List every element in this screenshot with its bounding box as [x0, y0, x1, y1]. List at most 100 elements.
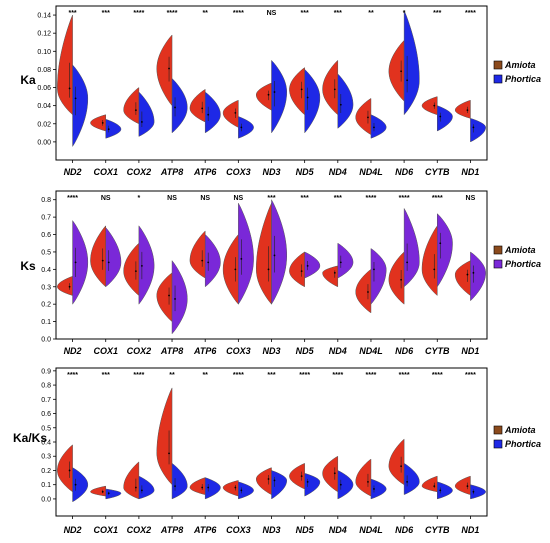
violin-phortica-nd5	[304, 69, 321, 134]
y-tick-label: 0.4	[41, 267, 51, 274]
violin-amiota-nd4l	[355, 268, 372, 314]
violin-phortica-nd4	[337, 470, 354, 500]
median-dot	[74, 261, 77, 264]
y-tick-label: 0.00	[37, 139, 51, 146]
median-dot	[466, 273, 469, 276]
violin-amiota-nd3	[255, 203, 272, 305]
median-dot	[134, 486, 137, 489]
violin-phortica-nd3	[271, 470, 288, 500]
legend-swatch-phortica	[493, 439, 503, 449]
panel-1: 0.000.020.040.060.080.100.120.14KaND2***…	[20, 5, 541, 177]
violin-phortica-nd1	[469, 484, 486, 500]
median-dot	[406, 261, 409, 264]
significance-label: ****	[399, 195, 410, 202]
violin-amiota-cox3	[222, 234, 239, 305]
significance-label: ***	[301, 195, 309, 202]
violin-amiota-nd4	[322, 265, 339, 287]
violin-amiota-cox2	[123, 242, 140, 296]
significance-label: ****	[133, 372, 144, 379]
significance-label: NS	[200, 195, 210, 202]
median-dot	[140, 264, 143, 267]
significance-label: ****	[399, 372, 410, 379]
violin-phortica-cytb	[437, 105, 453, 132]
median-dot	[400, 70, 403, 73]
median-dot	[101, 121, 104, 124]
x-tick-label: ND6	[395, 167, 414, 177]
violin-amiota-nd6	[388, 40, 405, 102]
legend-swatch-phortica	[493, 74, 503, 84]
violin-amiota-atp8	[156, 272, 173, 322]
significance-label: ***	[267, 372, 275, 379]
y-tick-label: 0.3	[41, 284, 51, 291]
violin-phortica-nd1	[469, 117, 486, 143]
violin-phortica-cox1	[105, 226, 122, 287]
significance-label: *	[403, 10, 406, 17]
violin-phortica-cytb	[437, 481, 453, 500]
violin-amiota-atp8	[156, 34, 173, 106]
median-dot	[367, 116, 369, 119]
violin-phortica-cox1	[105, 488, 122, 500]
median-dot	[300, 475, 303, 478]
x-tick-label: ATP6	[193, 346, 217, 356]
median-dot	[234, 268, 237, 271]
median-dot	[74, 97, 77, 100]
y-tick-label: 0.06	[37, 85, 51, 92]
x-tick-label: COX3	[226, 525, 251, 535]
y-tick-label: 0.0	[41, 337, 51, 344]
y-tick-label: 0.8	[41, 383, 51, 390]
y-tick-label: 0.2	[41, 468, 51, 475]
x-tick-label: COX2	[127, 346, 152, 356]
x-tick-label: ND5	[296, 346, 315, 356]
violin-amiota-nd4l	[355, 458, 372, 497]
y-tick-label: 0.08	[37, 67, 51, 74]
median-dot	[406, 79, 409, 82]
x-tick-label: ND2	[64, 346, 82, 356]
x-tick-label: ND4	[329, 167, 347, 177]
violin-phortica-nd2	[72, 220, 89, 305]
significance-label: ****	[67, 195, 78, 202]
violin-amiota-nd6	[388, 251, 405, 305]
x-tick-label: ND4L	[359, 167, 383, 177]
violin-amiota-nd4	[322, 60, 339, 115]
violin-amiota-nd1	[454, 99, 471, 119]
median-dot	[472, 126, 475, 129]
y-tick-label: 0.2	[41, 302, 51, 309]
violin-amiota-cytb	[421, 95, 438, 116]
violin-amiota-nd4	[322, 456, 339, 493]
legend: Amiota Phortica	[493, 60, 541, 84]
violin-phortica-nd6	[403, 208, 420, 288]
x-tick-label: ND3	[262, 346, 280, 356]
x-tick-label: CYTB	[425, 167, 450, 177]
legend: Amiota Phortica	[493, 425, 541, 449]
median-dot	[472, 271, 475, 274]
violin-phortica-nd1	[470, 251, 486, 302]
legend-swatch-amiota	[493, 60, 503, 70]
median-dot	[234, 486, 237, 489]
significance-label: ****	[167, 10, 178, 17]
x-tick-label: ND1	[461, 525, 479, 535]
legend-label-phortica: Phortica	[505, 74, 541, 84]
legend-label-amiota: Amiota	[504, 60, 536, 70]
significance-label: ****	[432, 195, 443, 202]
median-dot	[306, 480, 309, 483]
y-tick-label: 0.14	[37, 13, 51, 20]
significance-label: ***	[301, 10, 309, 17]
significance-label: ***	[334, 10, 342, 17]
median-dot	[174, 298, 176, 300]
significance-label: *	[138, 195, 141, 202]
violin-amiota-nd3	[255, 467, 272, 495]
median-dot	[107, 261, 110, 264]
violin-phortica-atp8	[171, 259, 188, 335]
median-dot	[466, 109, 469, 112]
violin-phortica-nd6	[403, 10, 420, 116]
significance-label: ****	[332, 372, 343, 379]
violin-phortica-nd2	[72, 466, 89, 503]
y-tick-label: 0.10	[37, 49, 51, 56]
median-dot	[174, 485, 176, 488]
y-axis-label: Ka	[20, 73, 36, 87]
median-dot	[240, 126, 243, 129]
x-tick-label: COX1	[93, 346, 118, 356]
violin-phortica-cytb	[437, 213, 453, 287]
violin-phortica-nd3	[271, 199, 288, 306]
median-dot	[400, 465, 403, 468]
